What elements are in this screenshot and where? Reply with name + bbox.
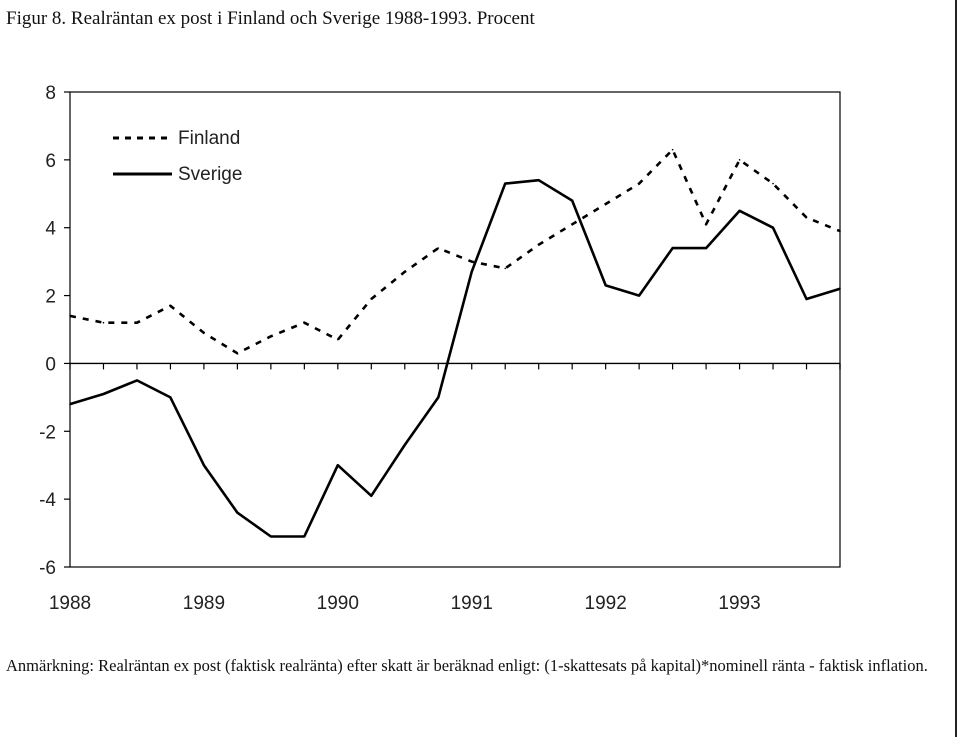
- data-point-sverige: [504, 182, 507, 185]
- data-point-finland: [671, 148, 674, 151]
- y-tick-label: -2: [39, 422, 56, 443]
- legend-sverige-label: Sverige: [178, 164, 242, 185]
- line-chart: 8 6 4 2 0 -2 -4 -6 1988 1989 1990 1991 1992 1993 Finl…: [39, 83, 841, 614]
- series-line-sverige: [69, 178, 841, 538]
- data-point-finland: [270, 335, 272, 338]
- data-point-sverige: [604, 284, 607, 287]
- data-point-sverige: [437, 396, 440, 399]
- x-tick-label: 1993: [718, 593, 760, 614]
- data-point-sverige: [169, 396, 172, 399]
- chart-series: [69, 148, 841, 538]
- data-point-finland: [705, 223, 707, 226]
- data-point-finland: [504, 267, 507, 270]
- y-tick-label: 6: [45, 151, 56, 172]
- figure-title: Figur 8. Realräntan ex post i Finland oc…: [6, 8, 535, 29]
- footnote: Anmärkning: Realräntan ex post (faktisk …: [6, 656, 928, 675]
- data-point-finland: [839, 230, 841, 232]
- data-point-sverige: [805, 298, 808, 300]
- page-border: [955, 0, 957, 737]
- y-tick-label: -6: [39, 558, 56, 579]
- plot-frame: [69, 91, 841, 568]
- data-point-sverige: [337, 464, 339, 467]
- data-point-finland: [437, 247, 440, 249]
- x-tick-label: 1990: [317, 593, 359, 614]
- data-point-finland: [772, 182, 774, 185]
- data-point-sverige: [571, 199, 573, 202]
- data-point-sverige: [270, 535, 272, 538]
- y-tick-label: 0: [45, 354, 56, 375]
- data-point-sverige: [102, 393, 105, 395]
- data-point-sverige: [370, 494, 373, 497]
- y-tick-label: 2: [45, 287, 56, 308]
- data-point-sverige: [638, 294, 640, 297]
- y-tick-label: 8: [45, 83, 56, 104]
- data-point-sverige: [303, 535, 306, 538]
- data-point-finland: [236, 352, 239, 355]
- data-point-finland: [537, 243, 540, 246]
- data-point-finland: [370, 298, 373, 300]
- chart-legend: Finland Sverige: [113, 128, 242, 185]
- data-point-sverige: [470, 271, 473, 273]
- data-point-sverige: [738, 209, 741, 212]
- data-point-sverige: [537, 179, 540, 182]
- data-point-sverige: [772, 226, 774, 229]
- y-tick-label: 4: [45, 219, 56, 240]
- data-point-finland: [337, 338, 339, 341]
- x-tick-label: 1989: [183, 593, 225, 614]
- x-tick-label: 1988: [49, 593, 91, 614]
- data-point-sverige: [69, 403, 71, 405]
- data-point-finland: [571, 223, 573, 226]
- data-point-sverige: [203, 464, 205, 467]
- legend-finland-label: Finland: [178, 128, 240, 149]
- data-point-finland: [69, 315, 71, 317]
- data-point-finland: [470, 260, 473, 263]
- chart-axes: 8 6 4 2 0 -2 -4 -6 1988 1989 1990 1991 1992 1993: [39, 83, 841, 614]
- data-point-sverige: [136, 379, 138, 382]
- x-tick-label: 1992: [585, 593, 627, 614]
- data-point-finland: [638, 182, 640, 185]
- data-point-finland: [738, 159, 741, 161]
- data-point-finland: [102, 321, 105, 324]
- y-tick-label: -4: [39, 490, 56, 511]
- data-point-finland: [169, 304, 172, 307]
- data-point-sverige: [403, 444, 406, 446]
- data-point-sverige: [705, 247, 707, 249]
- data-point-sverige: [671, 247, 674, 249]
- data-point-finland: [303, 321, 306, 324]
- data-point-finland: [203, 332, 205, 334]
- data-point-finland: [604, 203, 607, 205]
- data-point-finland: [403, 271, 406, 273]
- data-point-finland: [805, 216, 808, 219]
- data-point-finland: [136, 321, 138, 324]
- data-point-sverige: [839, 287, 841, 290]
- data-point-sverige: [236, 511, 239, 514]
- x-tick-label: 1991: [451, 593, 493, 614]
